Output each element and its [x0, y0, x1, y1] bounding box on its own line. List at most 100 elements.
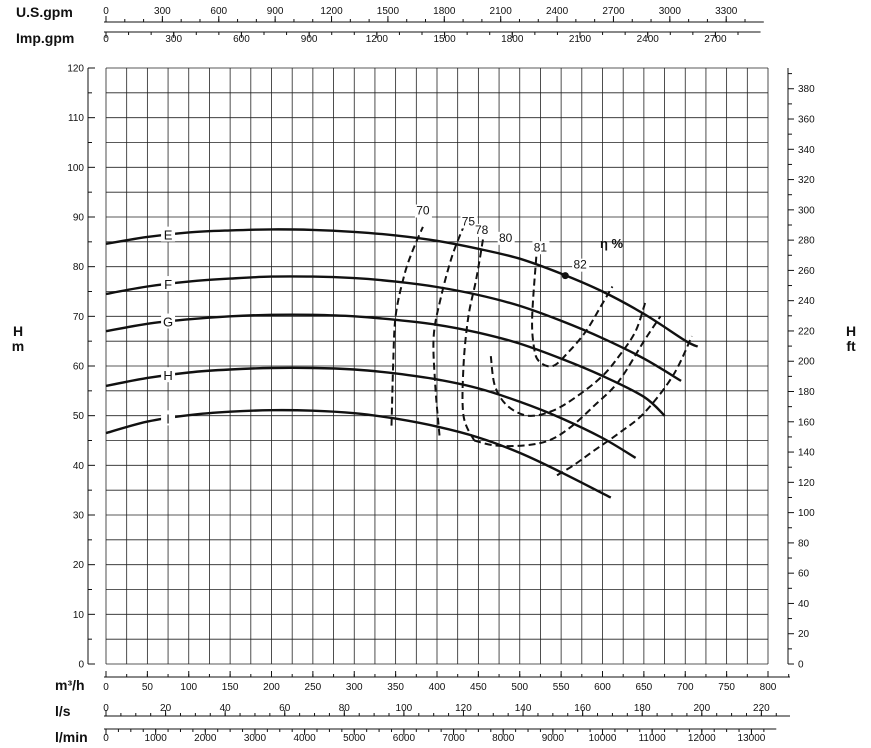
usgpm-tick-label: 1200 — [320, 6, 343, 17]
y-tick-label: 110 — [68, 113, 84, 124]
usgpm-tick-label: 900 — [267, 6, 284, 17]
y-right-tick-label: 220 — [798, 326, 815, 337]
lmin-tick-label: 3000 — [244, 733, 267, 744]
y-right-axis-ticks: 0 20 40 60 80 100 120 140 160 180 200 220 240 260 280 3… — [788, 73, 815, 671]
y-tick-label: 70 — [73, 312, 85, 323]
y-right-tick-label: 200 — [798, 357, 815, 368]
impgpm-tick-label: 0 — [103, 34, 109, 45]
efficiency-value-label: 82 — [573, 258, 587, 272]
ls-tick-label: 180 — [634, 703, 651, 714]
impgpm-tick-label: 1800 — [501, 34, 524, 45]
y-right-tick-label: 180 — [798, 387, 815, 398]
lmin-tick-label: 9000 — [542, 733, 565, 744]
y-right-tick-label: 40 — [798, 599, 810, 610]
y-tick-label: 10 — [73, 610, 85, 621]
lmin-tick-label: 11000 — [639, 733, 667, 744]
efficiency-line — [432, 226, 465, 436]
performance-curve — [105, 408, 612, 499]
m3h-tick-label: 50 — [142, 682, 154, 693]
performance-curve — [105, 366, 637, 459]
ls-tick-label: 140 — [515, 703, 532, 714]
curve-label-bg — [161, 410, 176, 426]
y-right-tick-label: 20 — [798, 629, 810, 640]
y-tick-label: 30 — [73, 511, 85, 522]
m3h-tick-label: 500 — [511, 682, 528, 693]
curve-label: E — [164, 228, 173, 243]
y-right-tick-label: 160 — [798, 417, 815, 428]
y-tick-label: 50 — [73, 411, 85, 422]
impgpm-tick-label: 2100 — [569, 34, 592, 45]
y-right-tick-label: 140 — [798, 448, 815, 459]
y-right-tick-label: 320 — [798, 175, 815, 186]
lmin-tick-label: 13000 — [738, 733, 766, 744]
usgpm-tick-label: 2100 — [490, 6, 513, 17]
efficiency-value-label: 70 — [416, 204, 430, 218]
m3h-tick-label: 0 — [103, 682, 109, 693]
efficiency-value-label: 75 — [462, 214, 476, 228]
lmin-tick-label: 7000 — [442, 733, 465, 744]
y-right-tick-label: 60 — [798, 569, 810, 580]
usgpm-tick-label: 1800 — [433, 6, 456, 17]
efficiency-label-bg — [460, 215, 478, 229]
usgpm-tick-label: 3300 — [715, 6, 738, 17]
ls-tick-label: 60 — [279, 703, 291, 714]
curve-label-bg — [161, 313, 176, 329]
usgpm-tick-label: 300 — [154, 6, 171, 17]
lmin-tick-label: 10000 — [589, 733, 617, 744]
efficiency-line — [531, 256, 614, 368]
ls-tick-label: 40 — [220, 703, 232, 714]
efficiency-label-bg — [473, 223, 491, 237]
y-tick-label: 0 — [78, 660, 84, 671]
y-right-tick-label: 300 — [798, 205, 815, 216]
curve-label-bg — [161, 367, 176, 383]
usgpm-tick-label: 3000 — [659, 6, 682, 17]
lmin-tick-label: 0 — [103, 733, 109, 744]
y-right-tick-label: 240 — [798, 296, 815, 307]
impgpm-tick-label: 1500 — [433, 34, 456, 45]
y-right-tick-label: 360 — [798, 115, 815, 126]
impgpm-tick-label: 1200 — [366, 34, 389, 45]
efficiency-label: η % — [600, 236, 624, 251]
y-tick-label: 40 — [73, 461, 85, 472]
impgpm-tick-label: 600 — [233, 34, 250, 45]
usgpm-unit: U.S.gpm — [16, 4, 73, 20]
y-tick-label: 60 — [73, 362, 85, 373]
y-right-unit-h: H — [846, 323, 856, 339]
efficiency-line — [390, 226, 424, 426]
impgpm-tick-label: 300 — [165, 34, 182, 45]
efficiency-label-bg — [532, 241, 550, 255]
y-tick-label: 90 — [73, 213, 85, 224]
ls-tick-label: 120 — [455, 703, 472, 714]
usgpm-tick-label: 600 — [210, 6, 227, 17]
lmin-tick-label: 5000 — [343, 733, 366, 744]
m3h-tick-label: 550 — [553, 682, 570, 693]
y-right-tick-label: 380 — [798, 84, 815, 95]
usgpm-tick-label: 0 — [103, 6, 109, 17]
efficiency-label-bg — [497, 231, 515, 245]
y-right-tick-label: 340 — [798, 145, 815, 156]
ls-tick-label: 0 — [103, 703, 109, 714]
m3h-tick-label: 650 — [636, 682, 653, 693]
m3h-tick-label: 600 — [594, 682, 611, 693]
y-right-tick-label: 120 — [798, 478, 815, 489]
lmin-tick-label: 2000 — [194, 733, 217, 744]
efficiency-label-bg — [572, 258, 590, 272]
impgpm-tick-label: 2400 — [637, 34, 660, 45]
efficiency-line — [556, 335, 693, 477]
x-unit-m3h: m³/h — [55, 677, 85, 693]
performance-curves — [105, 228, 699, 499]
efficiency-line — [473, 315, 662, 448]
usgpm-tick-label: 2700 — [602, 6, 625, 17]
m3h-tick-label: 800 — [760, 682, 777, 693]
performance-curve — [105, 228, 699, 348]
y-tick-label: 80 — [73, 262, 85, 273]
y-right-tick-label: 100 — [798, 508, 815, 519]
usgpm-tick-label: 1500 — [377, 6, 400, 17]
lmin-unit: l/min — [55, 729, 88, 745]
lmin-tick-label: 4000 — [293, 733, 316, 744]
impgpm-tick-label: 900 — [301, 34, 318, 45]
curve-label-bg — [161, 276, 176, 292]
y-tick-label: 20 — [73, 560, 85, 571]
